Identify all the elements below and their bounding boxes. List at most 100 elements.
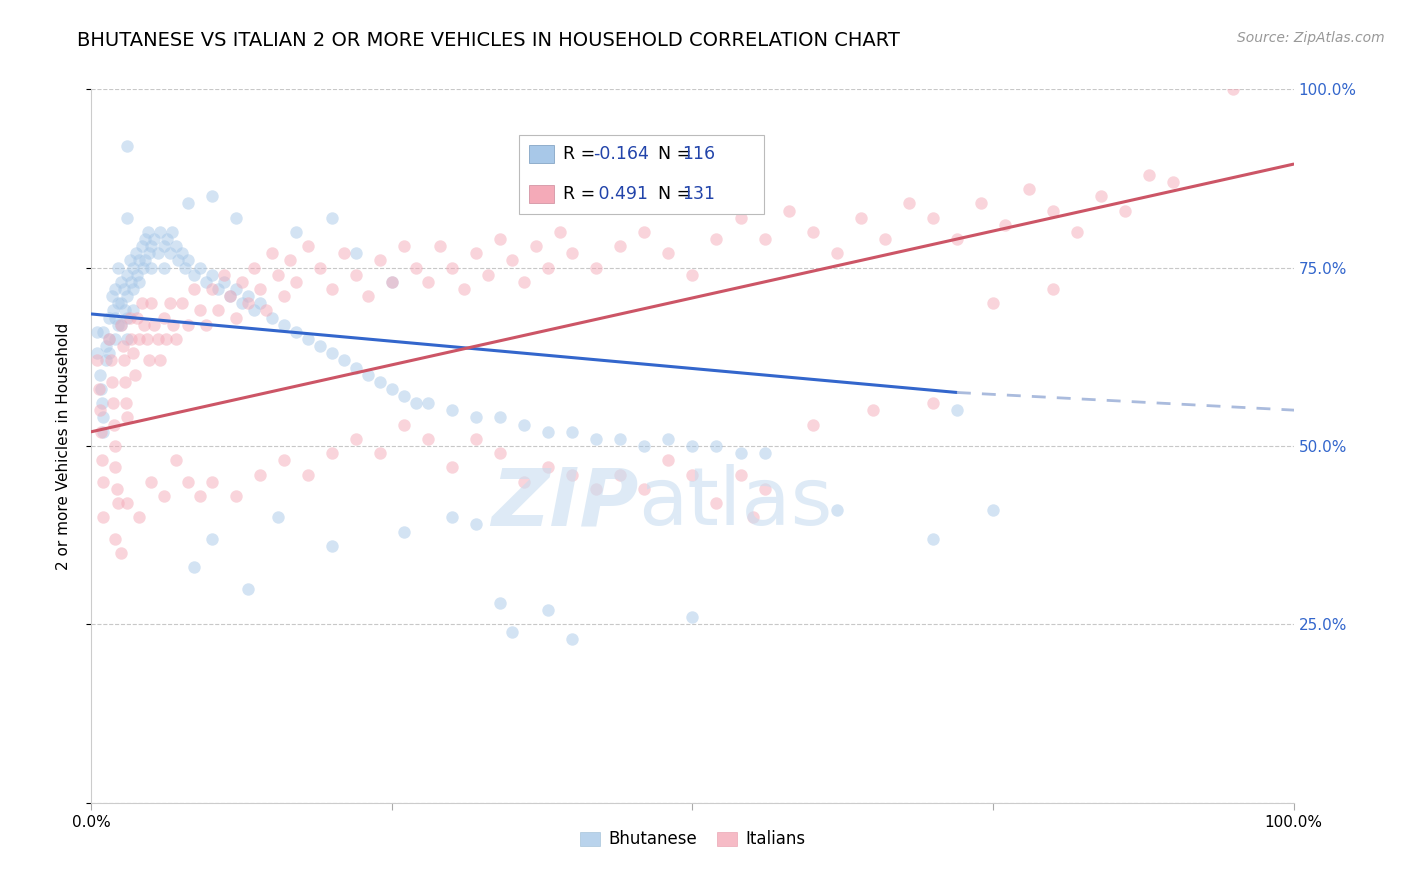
Point xyxy=(103,417,125,432)
Point xyxy=(110,275,132,289)
Point xyxy=(513,417,536,432)
Point xyxy=(754,446,776,460)
Point xyxy=(429,239,451,253)
Point xyxy=(183,560,205,574)
Point xyxy=(513,475,536,489)
Point xyxy=(249,296,271,310)
Point xyxy=(706,439,728,453)
Point xyxy=(176,318,198,332)
Point xyxy=(170,246,193,260)
Point xyxy=(440,510,463,524)
Point xyxy=(134,253,156,268)
Point xyxy=(489,596,512,610)
Point xyxy=(110,546,132,560)
Text: atlas: atlas xyxy=(638,464,832,542)
Point xyxy=(89,368,111,382)
Point xyxy=(585,482,607,496)
Point xyxy=(201,268,224,282)
Point xyxy=(633,439,655,453)
Point xyxy=(107,296,129,310)
Point xyxy=(501,624,523,639)
Point xyxy=(260,310,283,325)
Point xyxy=(465,246,488,260)
Point xyxy=(107,260,129,275)
Point xyxy=(128,332,150,346)
Point xyxy=(117,211,139,225)
Point xyxy=(489,446,512,460)
Point xyxy=(201,189,224,203)
Point xyxy=(548,225,571,239)
Point xyxy=(267,510,290,524)
Point xyxy=(405,396,427,410)
Point xyxy=(117,332,139,346)
Point xyxy=(392,524,415,539)
Point xyxy=(188,260,211,275)
Point xyxy=(225,310,247,325)
Point xyxy=(117,268,139,282)
Point xyxy=(465,410,488,425)
Legend: Bhutanese, Italians: Bhutanese, Italians xyxy=(574,824,811,855)
Point xyxy=(333,246,356,260)
Point xyxy=(897,196,920,211)
Point xyxy=(242,303,264,318)
Point xyxy=(357,368,380,382)
Point xyxy=(201,532,224,546)
Point xyxy=(392,417,415,432)
Point xyxy=(87,382,110,396)
Point xyxy=(159,246,181,260)
Point xyxy=(170,296,193,310)
Point xyxy=(125,310,148,325)
Point xyxy=(117,310,139,325)
Point xyxy=(194,275,217,289)
Point xyxy=(114,375,136,389)
Point xyxy=(453,282,475,296)
Point xyxy=(862,403,884,417)
Point xyxy=(561,246,583,260)
Point xyxy=(392,389,415,403)
Point xyxy=(104,282,127,296)
Point xyxy=(440,403,463,417)
Point xyxy=(561,425,583,439)
Point xyxy=(120,275,142,289)
Point xyxy=(754,232,776,246)
Point xyxy=(104,332,127,346)
Point xyxy=(188,303,211,318)
Point xyxy=(165,239,187,253)
Point xyxy=(537,603,560,617)
Point xyxy=(922,532,945,546)
Point xyxy=(1114,203,1136,218)
Point xyxy=(609,467,631,482)
Point xyxy=(138,246,160,260)
Point xyxy=(128,275,150,289)
Point xyxy=(111,339,134,353)
Point xyxy=(207,303,229,318)
Point xyxy=(218,289,240,303)
Point xyxy=(125,246,148,260)
Point xyxy=(117,139,139,153)
Point xyxy=(416,396,439,410)
Point xyxy=(730,211,752,225)
Point xyxy=(231,296,253,310)
Text: BHUTANESE VS ITALIAN 2 OR MORE VEHICLES IN HOUSEHOLD CORRELATION CHART: BHUTANESE VS ITALIAN 2 OR MORE VEHICLES … xyxy=(77,31,900,50)
Point xyxy=(101,396,124,410)
Point xyxy=(633,482,655,496)
Point xyxy=(284,325,307,339)
Point xyxy=(801,225,824,239)
Point xyxy=(260,246,283,260)
Point xyxy=(284,225,307,239)
Point xyxy=(141,239,163,253)
Point xyxy=(344,268,367,282)
Point xyxy=(114,303,136,318)
Point xyxy=(86,325,108,339)
Text: 131: 131 xyxy=(682,185,716,202)
Point xyxy=(368,253,391,268)
Point xyxy=(188,489,211,503)
Point xyxy=(159,296,181,310)
Point xyxy=(152,239,174,253)
Point xyxy=(101,289,124,303)
Point xyxy=(231,275,253,289)
Point xyxy=(278,253,301,268)
Point xyxy=(381,275,404,289)
Point xyxy=(561,467,583,482)
Point xyxy=(98,332,121,346)
